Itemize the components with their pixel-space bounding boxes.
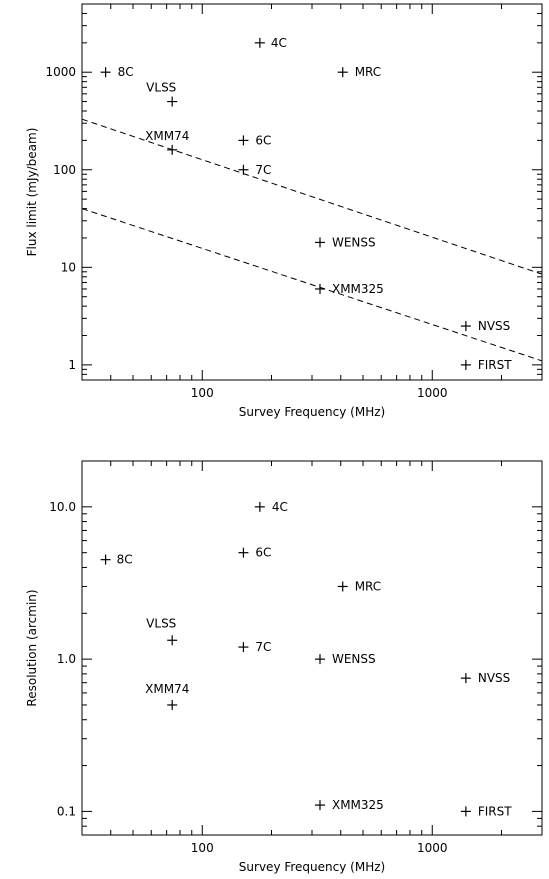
data-point-first: FIRST — [460, 804, 512, 818]
x-tick-label: 100 — [191, 841, 214, 855]
x-tick-label: 100 — [191, 386, 214, 400]
point-label: NVSS — [478, 319, 510, 333]
data-point-xmm74: XMM74 — [145, 129, 189, 155]
y-axis-label: Flux limit (mJy/beam) — [25, 128, 39, 257]
point-label: 6C — [255, 133, 271, 147]
y-tick-label: 0.1 — [57, 804, 76, 818]
y-tick-label: 1000 — [45, 65, 76, 79]
y-tick-label: 1.0 — [57, 652, 76, 666]
y-tick-label: 100 — [53, 163, 76, 177]
data-point-first: FIRST — [460, 358, 512, 372]
dashed-limit-line-1 — [82, 118, 542, 275]
point-label: 8C — [117, 553, 133, 567]
point-label: VLSS — [146, 616, 176, 630]
point-label: XMM74 — [145, 129, 189, 143]
point-label: XMM325 — [332, 798, 384, 812]
dashed-limit-line-2 — [82, 208, 542, 362]
data-point-wenss: WENSS — [314, 652, 376, 666]
data-point-8c: 8C — [100, 553, 133, 567]
y-tick-label: 1 — [68, 358, 76, 372]
data-point-xmm325: XMM325 — [314, 282, 384, 296]
point-label: FIRST — [478, 358, 512, 372]
data-point-7c: 7C — [238, 640, 271, 654]
data-point-vlss: VLSS — [146, 616, 178, 646]
data-point-nvss: NVSS — [460, 671, 510, 685]
point-label: MRC — [355, 65, 381, 79]
data-point-vlss: VLSS — [146, 81, 178, 107]
x-axis-label: Survey Frequency (MHz) — [239, 860, 385, 874]
data-point-4c: 4C — [254, 500, 288, 514]
data-point-6c: 6C — [238, 546, 271, 560]
data-point-4c: 4C — [254, 36, 287, 50]
point-label: XMM325 — [332, 282, 384, 296]
data-point-8c: 8C — [100, 65, 134, 79]
point-label: XMM74 — [145, 682, 189, 696]
data-point-xmm325: XMM325 — [314, 798, 384, 812]
point-label: WENSS — [332, 652, 376, 666]
point-label: WENSS — [332, 235, 376, 249]
plot-frame — [81, 460, 543, 836]
x-tick-label: 1000 — [417, 841, 448, 855]
point-label: FIRST — [478, 804, 512, 818]
y-tick-label: 10 — [61, 260, 76, 274]
point-label: MRC — [355, 579, 381, 593]
plot-frame — [81, 3, 543, 381]
data-point-6c: 6C — [238, 133, 271, 147]
point-label: 8C — [118, 65, 134, 79]
point-label: 4C — [271, 36, 287, 50]
data-point-7c: 7C — [238, 163, 271, 177]
data-point-nvss: NVSS — [460, 319, 510, 333]
y-tick-label: 10.0 — [49, 500, 76, 514]
data-point-xmm74: XMM74 — [145, 682, 189, 710]
point-label: 7C — [255, 163, 271, 177]
point-label: VLSS — [146, 81, 176, 95]
flux-limit-panel: 100 1000 1 10 100 1000 Survey Frequency (MHz) F… — [25, 3, 543, 419]
point-label: NVSS — [478, 671, 510, 685]
data-point-mrc: MRC — [337, 579, 381, 593]
point-label: 7C — [255, 640, 271, 654]
data-point-mrc: MRC — [337, 65, 381, 79]
point-label: 6C — [255, 546, 271, 560]
y-axis-label: Resolution (arcmin) — [25, 589, 39, 706]
resolution-panel: 100 1000 0.1 1.0 10.0 Survey Frequency (MHz) R… — [25, 460, 543, 874]
x-axis-label: Survey Frequency (MHz) — [239, 405, 385, 419]
x-tick-label: 1000 — [417, 386, 448, 400]
point-label: 4C — [272, 500, 288, 514]
data-point-wenss: WENSS — [314, 235, 376, 249]
